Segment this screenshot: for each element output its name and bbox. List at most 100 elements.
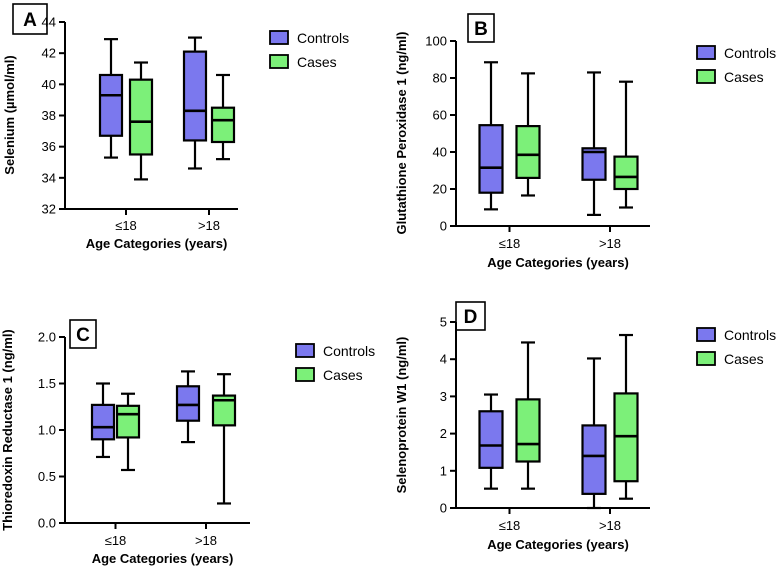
legend-swatch-controls — [269, 30, 289, 45]
legend-label-controls: Controls — [297, 30, 349, 46]
y-tick-label: 2.0 — [38, 330, 56, 345]
x-tick-label: ≤18 — [115, 218, 137, 233]
iqr-box — [98, 73, 124, 137]
iqr-box — [478, 410, 504, 469]
legend-swatch-cases — [269, 54, 289, 69]
y-tick-label: 0.5 — [38, 469, 56, 484]
legend-label-cases: Cases — [724, 351, 764, 367]
iqr-box — [182, 50, 208, 142]
box-cases-gt18 — [613, 80, 639, 209]
legend-swatch-controls — [696, 327, 716, 342]
y-tick-label: 1 — [440, 463, 447, 478]
box-cases-le18 — [128, 61, 154, 181]
panel-a: A 32 34 36 38 40 42 44 ≤18 >18 Age Categories (yea… — [2, 3, 349, 251]
panel-b: B 0 20 40 60 80 100 ≤18 >18 Age Categories (years… — [394, 13, 776, 270]
legend-swatch-controls — [295, 343, 315, 358]
box-controls-gt18 — [175, 370, 201, 444]
y-tick-label: 0 — [440, 501, 447, 516]
legend-label-controls: Controls — [323, 343, 375, 359]
legend-swatch-controls — [696, 45, 716, 60]
panel-letter: C — [76, 325, 90, 346]
panel-letter: A — [23, 10, 37, 31]
y-tick-label: 100 — [425, 34, 447, 49]
y-tick-label: 32 — [42, 202, 56, 217]
x-tick-label: >18 — [599, 236, 621, 251]
panel-letter-box — [69, 319, 97, 349]
iqr-box — [613, 155, 639, 191]
iqr-box — [581, 424, 607, 495]
box-controls-gt18 — [182, 36, 208, 170]
box-controls-le18 — [90, 382, 116, 459]
legend-label-cases: Cases — [323, 367, 363, 383]
iqr-box — [515, 398, 541, 463]
x-tick-label: ≤18 — [499, 236, 521, 251]
legend-label-controls: Controls — [724, 327, 776, 343]
box-cases-le18 — [515, 72, 541, 197]
panel-letter-box — [455, 301, 486, 331]
y-tick-label: 38 — [42, 108, 56, 123]
y-tick-label: 3 — [440, 389, 447, 404]
box-controls-le18 — [478, 61, 504, 211]
legend-swatch-cases — [696, 351, 716, 366]
y-tick-label: 20 — [433, 182, 447, 197]
iqr-box — [581, 147, 607, 181]
x-axis-label: Age Categories (years) — [86, 236, 228, 251]
panel-c: C 0.0 0.5 1.0 1.5 2.0 ≤18 >18 Age Categories (ye… — [0, 319, 375, 566]
legend-swatch-cases — [295, 367, 315, 382]
y-tick-label: 1.0 — [38, 423, 56, 438]
iqr-box — [115, 404, 141, 439]
y-tick-label: 40 — [433, 145, 447, 160]
y-tick-label: 42 — [42, 46, 56, 61]
box-cases-gt18 — [211, 373, 237, 505]
x-axis-label: Age Categories (years) — [487, 255, 629, 270]
y-tick-label: 2 — [440, 426, 447, 441]
y-tick-label: 36 — [42, 139, 56, 154]
y-axis-label: Selenium (µmol/ml) — [2, 55, 17, 174]
iqr-box — [515, 124, 541, 179]
box-controls-gt18 — [581, 71, 607, 216]
x-axis-label: Age Categories (years) — [92, 551, 234, 566]
panel-letter-box — [467, 13, 495, 43]
y-axis-label: Selenoprotein W1 (ng/ml) — [394, 337, 409, 494]
box-controls-le18 — [98, 38, 124, 159]
legend-label-cases: Cases — [724, 69, 764, 85]
iqr-box — [175, 385, 201, 422]
x-tick-label: ≤18 — [105, 533, 127, 548]
y-axis-label: Thioredoxin Reductase 1 (ng/ml) — [0, 329, 15, 531]
x-tick-label: >18 — [198, 218, 220, 233]
panel-letter: D — [464, 307, 478, 328]
y-axis-label: Glutathione Peroxidase 1 (ng/ml) — [394, 32, 409, 235]
panel-d: D 0 1 2 3 4 5 ≤18 >18 Age Categories (years) Selen… — [394, 301, 776, 552]
iqr-box — [90, 403, 116, 441]
box-cases-le18 — [515, 341, 541, 490]
y-tick-label: 60 — [433, 108, 447, 123]
x-tick-label: ≤18 — [499, 518, 521, 533]
box-cases-le18 — [115, 392, 141, 472]
y-tick-label: 40 — [42, 77, 56, 92]
legend-label-controls: Controls — [724, 45, 776, 61]
box-cases-gt18 — [613, 333, 639, 500]
y-tick-label: 1.5 — [38, 376, 56, 391]
y-tick-label: 0.0 — [38, 516, 56, 531]
box-cases-gt18 — [210, 73, 236, 161]
y-tick-label: 4 — [440, 352, 447, 367]
iqr-box — [128, 78, 154, 156]
iqr-box — [210, 106, 236, 144]
box-controls-le18 — [478, 393, 504, 490]
iqr-box — [478, 124, 504, 194]
panel-letter-box — [12, 3, 48, 35]
legend-label-cases: Cases — [297, 54, 337, 70]
y-tick-label: 34 — [42, 170, 56, 185]
legend-swatch-cases — [696, 69, 716, 84]
y-tick-label: 80 — [433, 71, 447, 86]
x-tick-label: >18 — [195, 533, 217, 548]
panel-letter: B — [474, 19, 488, 40]
y-tick-label: 0 — [440, 219, 447, 234]
x-axis-label: Age Categories (years) — [487, 537, 629, 552]
y-tick-label: 5 — [440, 315, 447, 330]
box-controls-gt18 — [581, 357, 607, 510]
y-tick-label: 44 — [42, 15, 56, 30]
iqr-box — [211, 394, 237, 427]
x-tick-label: >18 — [599, 518, 621, 533]
